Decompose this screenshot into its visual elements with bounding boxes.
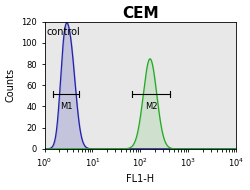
Text: M1: M1 (60, 102, 72, 111)
Y-axis label: Counts: Counts (6, 68, 16, 102)
X-axis label: FL1-H: FL1-H (126, 174, 154, 184)
Text: control: control (47, 27, 81, 37)
Text: M2: M2 (145, 102, 157, 111)
Title: CEM: CEM (122, 6, 159, 21)
